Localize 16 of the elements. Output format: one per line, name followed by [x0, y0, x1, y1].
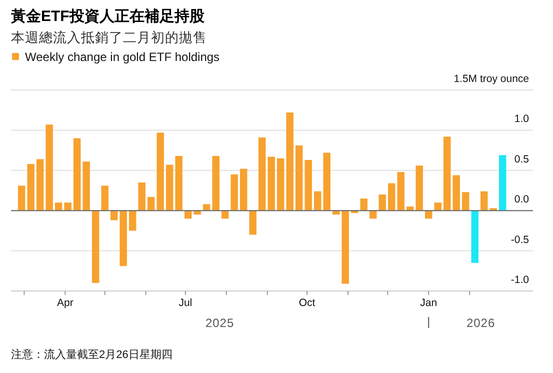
y-tick-label: 0.0 [514, 194, 530, 206]
text: 注意：流入量截至2月26日星期四 [11, 348, 172, 361]
legend-label: Weekly change in gold ETF holdings [25, 50, 220, 64]
text: 2025 [205, 316, 234, 330]
y-tick-label: -1.0 [510, 274, 530, 286]
x-tick-label: Oct [298, 297, 316, 309]
y-tick-label: 0.5 [514, 153, 530, 166]
chart-title: 黃金ETF投資人正在補足持股 [10, 8, 206, 25]
x-tick-label: Apr [57, 297, 74, 309]
chart-subtitle: 本週總流入抵銷了二月初的拋售 [11, 30, 207, 45]
y-tick-label: 1.0 [514, 113, 530, 126]
y-tick-label: 1.5M troy ounce [454, 73, 530, 85]
x-tick-label: Jan [420, 297, 438, 309]
text: 2026 [466, 316, 496, 330]
x-tick-label: Jul [178, 297, 192, 309]
y-tick-label: -0.5 [510, 234, 530, 246]
